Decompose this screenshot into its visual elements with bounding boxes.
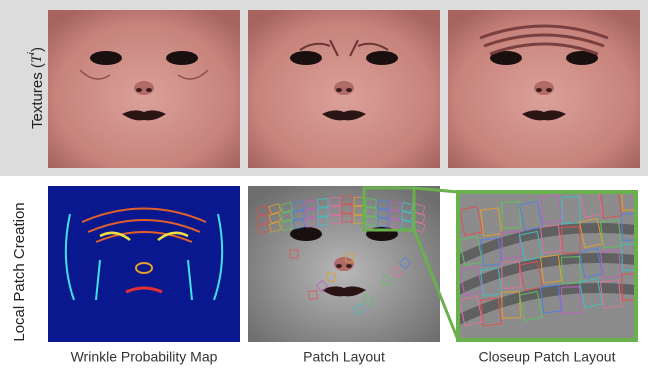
label-text: Textures <box>29 72 46 129</box>
row-label: Local Patch Creation <box>11 202 28 341</box>
face-texture <box>48 10 240 168</box>
math-close: ) <box>29 47 46 52</box>
row-label: Textures (Ti) <box>26 47 46 129</box>
figure: Textures (Ti) Local Patch Creation <box>0 0 648 369</box>
face-texture <box>248 10 440 168</box>
caption: Wrinkle Probability Map <box>71 349 218 365</box>
closeup <box>458 184 640 340</box>
caption: Patch Layout <box>303 349 385 365</box>
caption: Closeup Patch Layout <box>479 349 616 365</box>
patch-layout <box>248 186 440 342</box>
face-texture <box>448 10 640 168</box>
wrinkle-map <box>48 186 240 342</box>
